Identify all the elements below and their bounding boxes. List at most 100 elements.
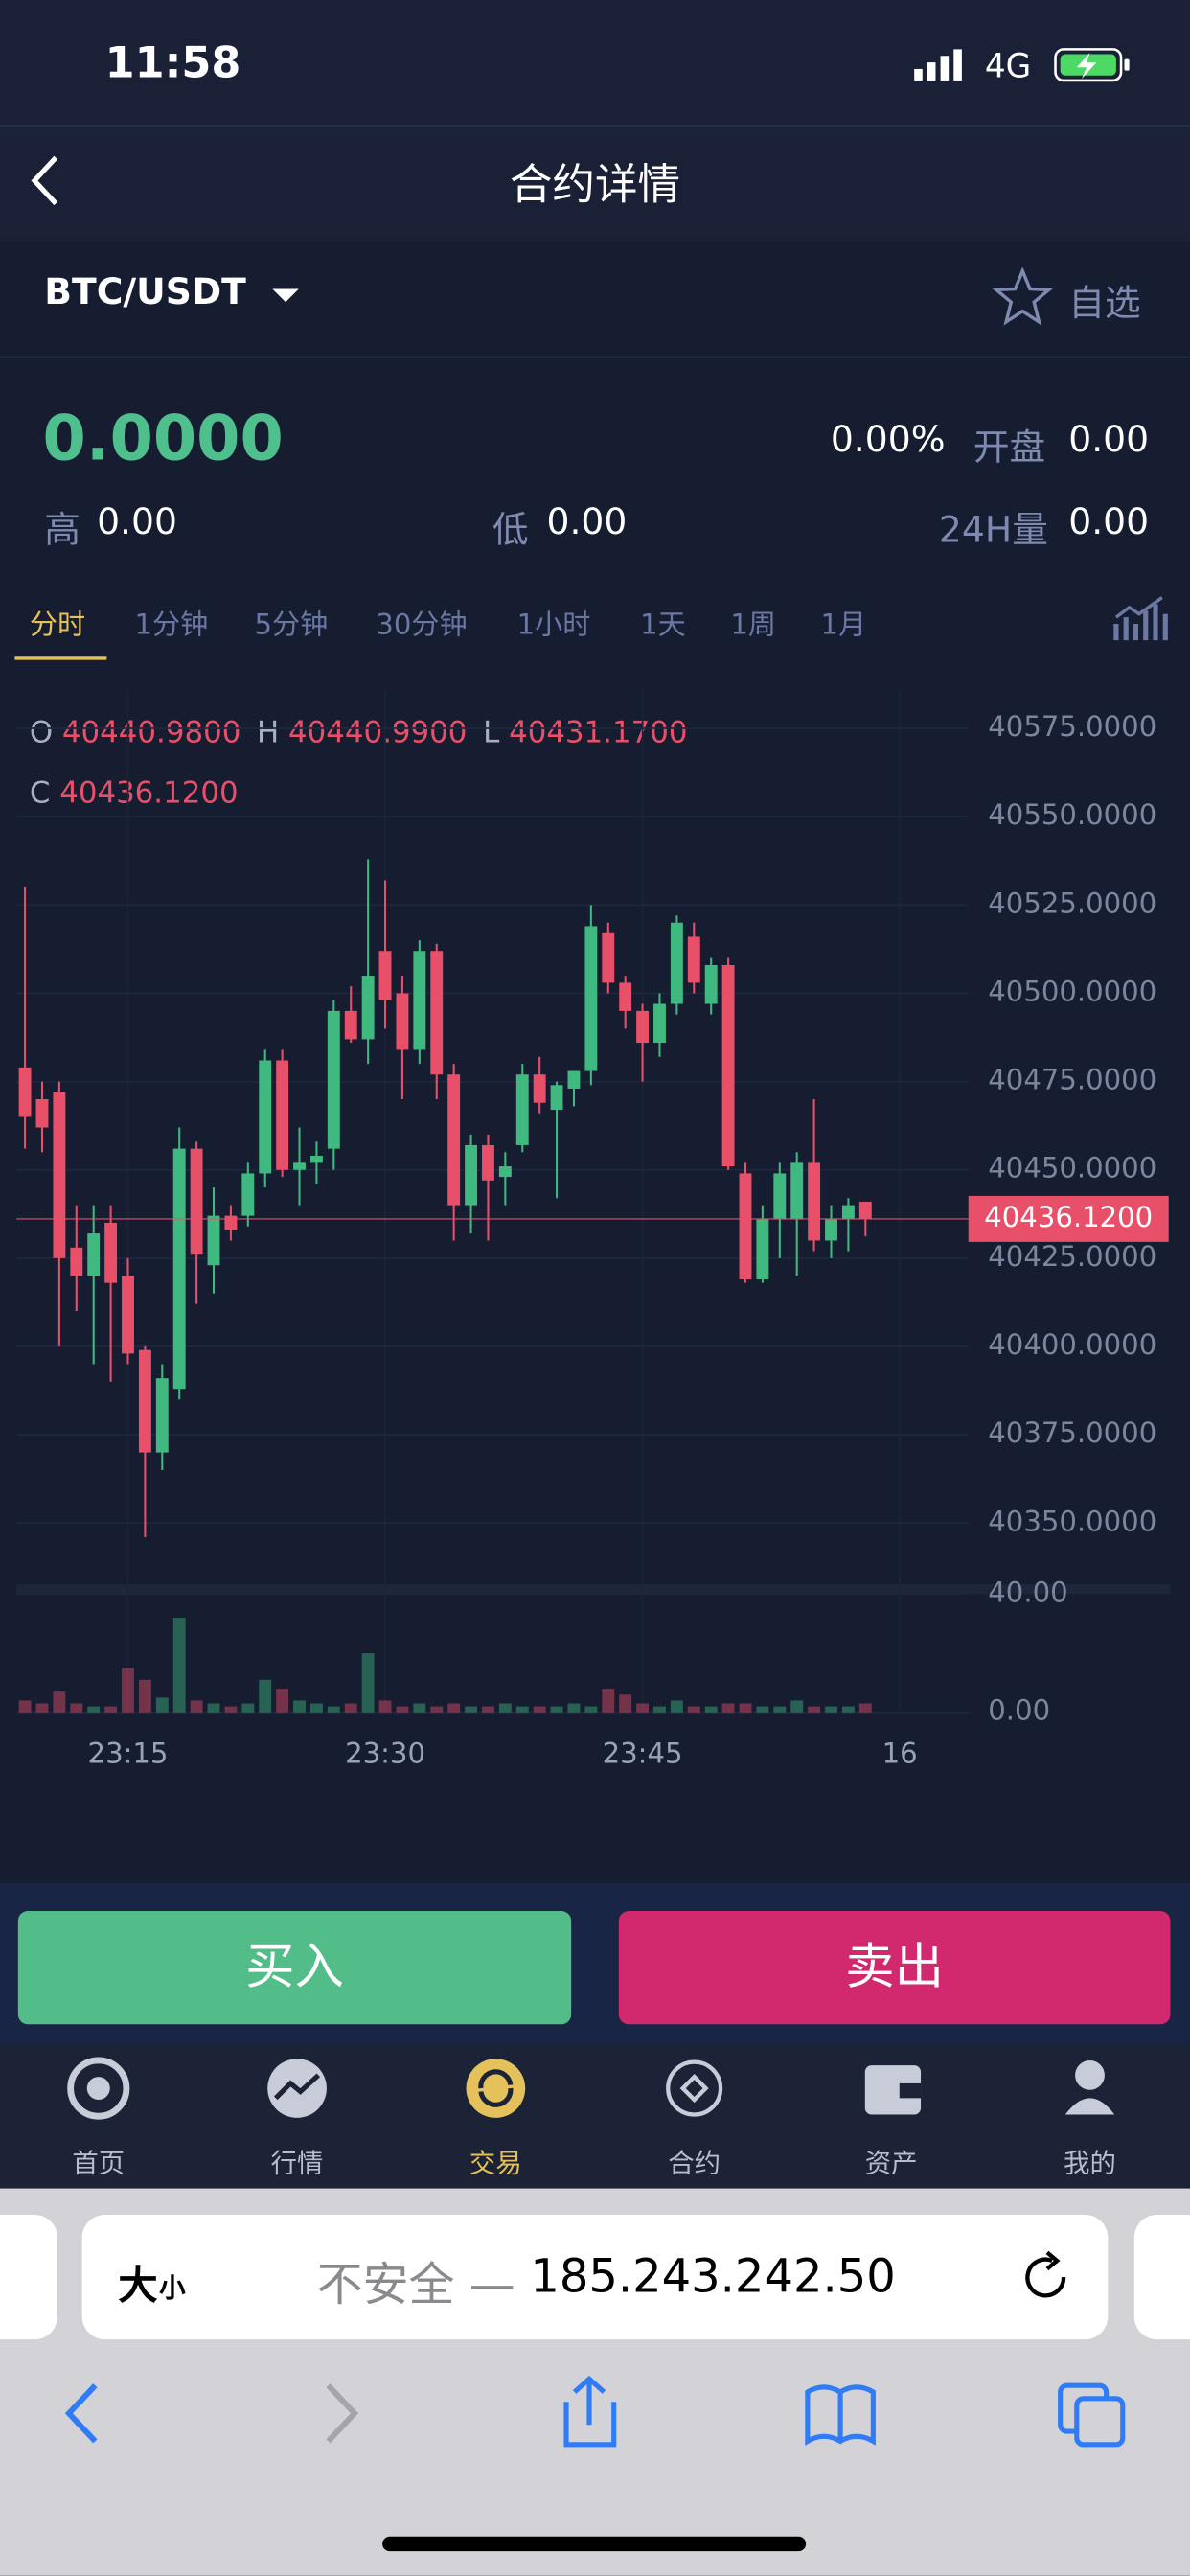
back-button[interactable] (23, 151, 72, 211)
sell-button[interactable]: 卖出 (618, 1911, 1171, 2025)
tab-label[interactable]: 行情 (270, 2147, 324, 2179)
address[interactable]: 185.243.242.50 (530, 2248, 896, 2304)
y-tick-label: 40475.0000 (988, 1064, 1156, 1096)
candle-body (18, 1067, 32, 1117)
interval-tab[interactable]: 5分钟 (254, 609, 329, 642)
chart: 40575.0000 40550.0000 40525.0000 40500.0000… (16, 710, 1171, 1770)
volume-bar (259, 1679, 272, 1713)
candle-body (704, 964, 718, 1004)
star-icon[interactable] (992, 267, 1054, 327)
tab-label[interactable]: 资产 (864, 2147, 918, 2179)
candle-body (35, 1099, 49, 1128)
dropdown-icon[interactable] (269, 286, 302, 306)
nav-bar (0, 126, 1190, 242)
tab-label[interactable]: 交易 (469, 2147, 522, 2179)
text-size-small[interactable]: 小 (159, 2271, 186, 2304)
volume-bar (825, 1706, 837, 1713)
legend-value: 40431.1700 (509, 715, 688, 750)
next-tab[interactable] (1133, 2214, 1190, 2340)
open-value: 0.00 (1068, 420, 1150, 462)
volume-bar (413, 1703, 426, 1713)
volume-bar (361, 1653, 375, 1713)
tab-label[interactable]: 合约 (668, 2147, 721, 2179)
volume-bar (138, 1679, 151, 1713)
y-tick-label: 40400.0000 (988, 1328, 1156, 1361)
volume-bar (602, 1689, 615, 1713)
volume-bar (344, 1703, 357, 1713)
interval-tab[interactable]: 1小时 (516, 609, 591, 642)
volume-bar (396, 1706, 409, 1713)
candle-body (138, 1349, 151, 1453)
ohlc-legend: O 40440.9800 H 40440.9900 L 40431.1700 (30, 716, 688, 750)
volume-bar (533, 1706, 546, 1713)
reload-icon[interactable] (1018, 2249, 1073, 2305)
pair-symbol[interactable]: BTC/USDT (44, 272, 246, 314)
legend-label: H (256, 715, 280, 750)
volume-bar (567, 1703, 581, 1713)
divider (0, 356, 1190, 358)
volume-bar (122, 1668, 134, 1713)
volume-bar (18, 1700, 32, 1713)
volume-bar (190, 1700, 203, 1713)
candle-body (482, 1144, 494, 1181)
volume-bar (35, 1703, 49, 1713)
volume-bar (858, 1703, 872, 1713)
volume-bar (670, 1700, 683, 1713)
address-bar[interactable] (81, 2214, 1109, 2340)
candle-body (756, 1219, 769, 1279)
tab-label[interactable]: 我的 (1064, 2147, 1116, 2179)
candle-body (361, 976, 375, 1040)
volume-bar (808, 1706, 821, 1713)
prev-tab[interactable] (0, 2214, 57, 2340)
last-price: 0.0000 (42, 402, 284, 475)
candle-body (567, 1070, 581, 1089)
candle-body (602, 932, 615, 983)
y-tick-label: 40525.0000 (988, 886, 1156, 919)
candle-body (841, 1205, 855, 1220)
candle-body (276, 1060, 289, 1170)
vol-tick-label: 0.00 (988, 1694, 1050, 1727)
favorite-label[interactable]: 自选 (1068, 284, 1141, 326)
volume-bar (773, 1706, 787, 1713)
y-tick-label: 40425.0000 (988, 1240, 1156, 1273)
volume-bar (87, 1706, 101, 1713)
volume-bar (482, 1706, 494, 1713)
volume-bar (276, 1689, 289, 1713)
y-tick-label: 40375.0000 (988, 1416, 1156, 1449)
legend-label: L (483, 715, 500, 750)
buy-button[interactable]: 买入 (17, 1911, 572, 2025)
volume-bar (498, 1703, 512, 1713)
indicator-icon[interactable] (1112, 594, 1168, 643)
tab-bar (0, 2043, 1190, 2189)
security-label: 不安全 — (316, 2257, 515, 2312)
volume-bar (309, 1703, 323, 1713)
volume-label: 24H量 (938, 510, 1048, 552)
candle-body (155, 1378, 169, 1453)
volume-bar (756, 1706, 769, 1713)
interval-tab[interactable]: 1月 (820, 609, 867, 642)
text-size-big[interactable]: 大 (118, 2262, 158, 2309)
y-tick-label: 40575.0000 (988, 710, 1156, 743)
interval-tab[interactable]: 30分钟 (376, 609, 468, 642)
volume-bar (550, 1706, 563, 1713)
candle-body (172, 1148, 186, 1390)
interval-tab[interactable]: 分时 (29, 609, 86, 642)
legend-value: 40440.9900 (288, 715, 468, 750)
interval-tab[interactable]: 1天 (640, 609, 686, 642)
tab-label[interactable]: 首页 (72, 2147, 126, 2179)
volume-bar (619, 1694, 632, 1713)
volume-bar (327, 1706, 340, 1713)
legend-label: C (29, 776, 51, 812)
candle-body (447, 1074, 461, 1206)
volume-bar (687, 1706, 700, 1713)
candle-body (636, 1010, 650, 1044)
x-tick-label: 23:15 (88, 1736, 169, 1769)
volume-bar (447, 1703, 461, 1713)
x-tick-label: 16 (882, 1736, 918, 1769)
y-tick-label: 40550.0000 (988, 798, 1156, 831)
interval-tab[interactable]: 1分钟 (134, 609, 209, 642)
interval-tab[interactable]: 1周 (730, 609, 777, 642)
candle-body (858, 1201, 872, 1219)
